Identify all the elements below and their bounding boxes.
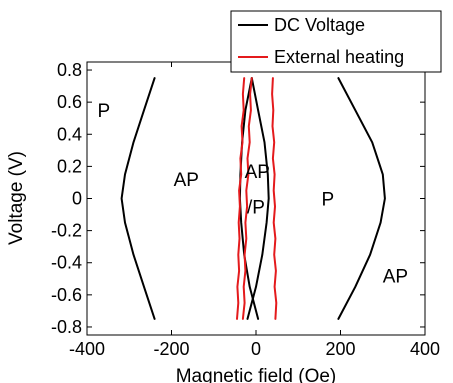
region-label-5: AP [383, 267, 408, 288]
series-dc-voltage-curve-3 [337, 77, 386, 320]
y-tick-label: 0.6 [57, 92, 82, 112]
y-tick-label: -0.4 [51, 253, 82, 273]
y-tick-label: 0.2 [57, 156, 82, 176]
region-label-4: P [321, 190, 334, 211]
y-tick-label: 0.4 [57, 124, 82, 144]
x-axis-label: Magnetic field (Oe) [176, 366, 337, 383]
x-tick-label: 200 [325, 339, 355, 359]
region-label-2: AP [245, 162, 270, 183]
series-dc-voltage-curve-0 [120, 77, 156, 320]
x-tick-label: 400 [410, 339, 440, 359]
y-tick-label: 0 [72, 189, 82, 209]
series-external-heating-curve-1 [241, 77, 253, 320]
x-tick-label: 0 [251, 339, 261, 359]
y-axis-label: Voltage (V) [6, 151, 27, 245]
region-label-1: AP [174, 170, 199, 191]
series-external-heating-curve-0 [236, 77, 246, 320]
series-dc-voltage-curve-2 [246, 77, 270, 320]
y-tick-label: -0.8 [51, 317, 82, 337]
legend: DC Voltage External heating [230, 10, 442, 73]
annotation-layer: P AP AP/P P AP [98, 101, 409, 287]
series-external-heating-curve-2 [271, 77, 278, 320]
x-tick-label: -400 [69, 339, 105, 359]
series-layer [120, 77, 386, 320]
legend-label-dc-voltage: DC Voltage [274, 15, 365, 35]
region-label-3: /P [247, 198, 265, 219]
region-label-0: P [98, 101, 111, 122]
y-tick-label: -0.6 [51, 285, 82, 305]
x-tick-label: -200 [153, 339, 189, 359]
y-tick-label: 0.8 [57, 60, 82, 80]
y-tick-label: -0.2 [51, 221, 82, 241]
legend-box [230, 10, 442, 73]
legend-label-external-heating: External heating [274, 47, 404, 67]
